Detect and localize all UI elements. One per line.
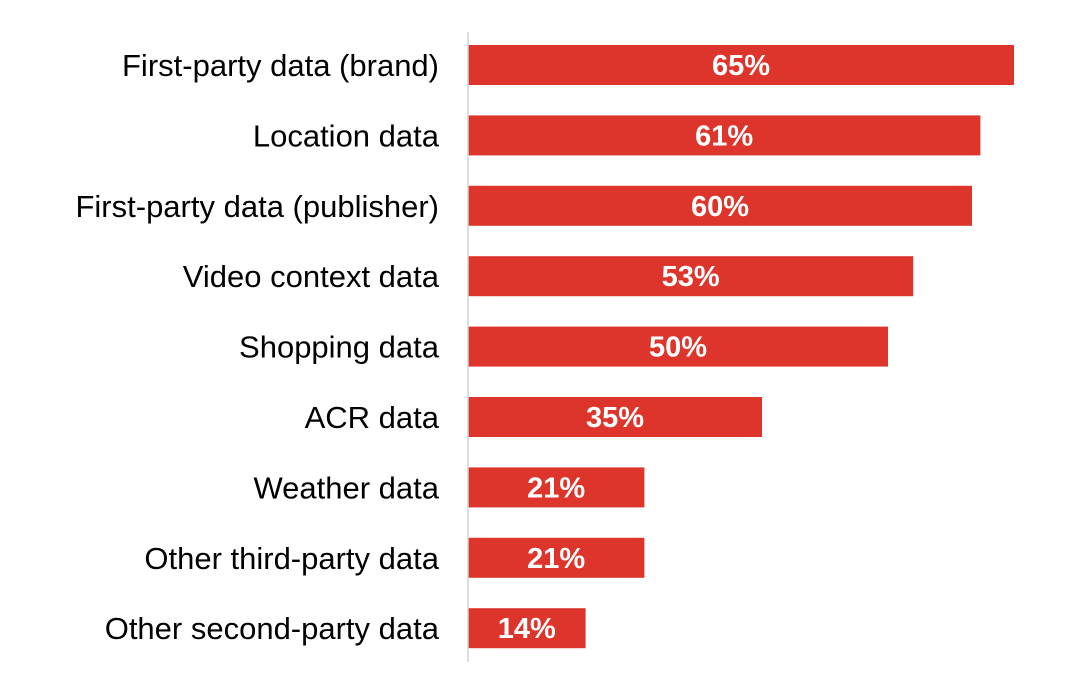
category-label: Other third-party data <box>144 541 439 576</box>
data-label: 35% <box>586 402 644 434</box>
bar <box>468 608 586 649</box>
bar <box>468 115 981 156</box>
data-label: 21% <box>527 472 585 504</box>
category-label: First-party data (publisher) <box>75 189 439 224</box>
bar <box>468 256 914 297</box>
bar <box>468 537 645 578</box>
data-label: 61% <box>695 120 753 152</box>
category-label: Video context data <box>183 259 440 294</box>
data-label: 50% <box>649 332 707 364</box>
data-label: 21% <box>527 543 585 575</box>
category-label: First-party data (brand) <box>122 48 439 83</box>
category-labels: First-party data (brand) Location data Fir… <box>75 48 439 646</box>
bar <box>468 397 762 437</box>
value-labels: 65% 61% 60% 53% 50% 35% 21% 21% 14% <box>498 50 770 645</box>
category-label: Weather data <box>253 470 439 505</box>
bars-layer <box>468 45 1014 649</box>
bar <box>468 467 645 508</box>
category-label: ACR data <box>305 400 440 435</box>
data-label: 14% <box>498 613 556 645</box>
bar <box>468 45 1014 85</box>
data-label: 65% <box>712 50 770 82</box>
data-label: 53% <box>662 261 720 293</box>
category-label: Location data <box>253 118 440 153</box>
data-label: 60% <box>691 191 749 223</box>
bar <box>468 326 888 367</box>
category-label: Shopping data <box>239 330 440 365</box>
category-label: Other second-party data <box>105 611 440 646</box>
bar <box>468 185 972 226</box>
